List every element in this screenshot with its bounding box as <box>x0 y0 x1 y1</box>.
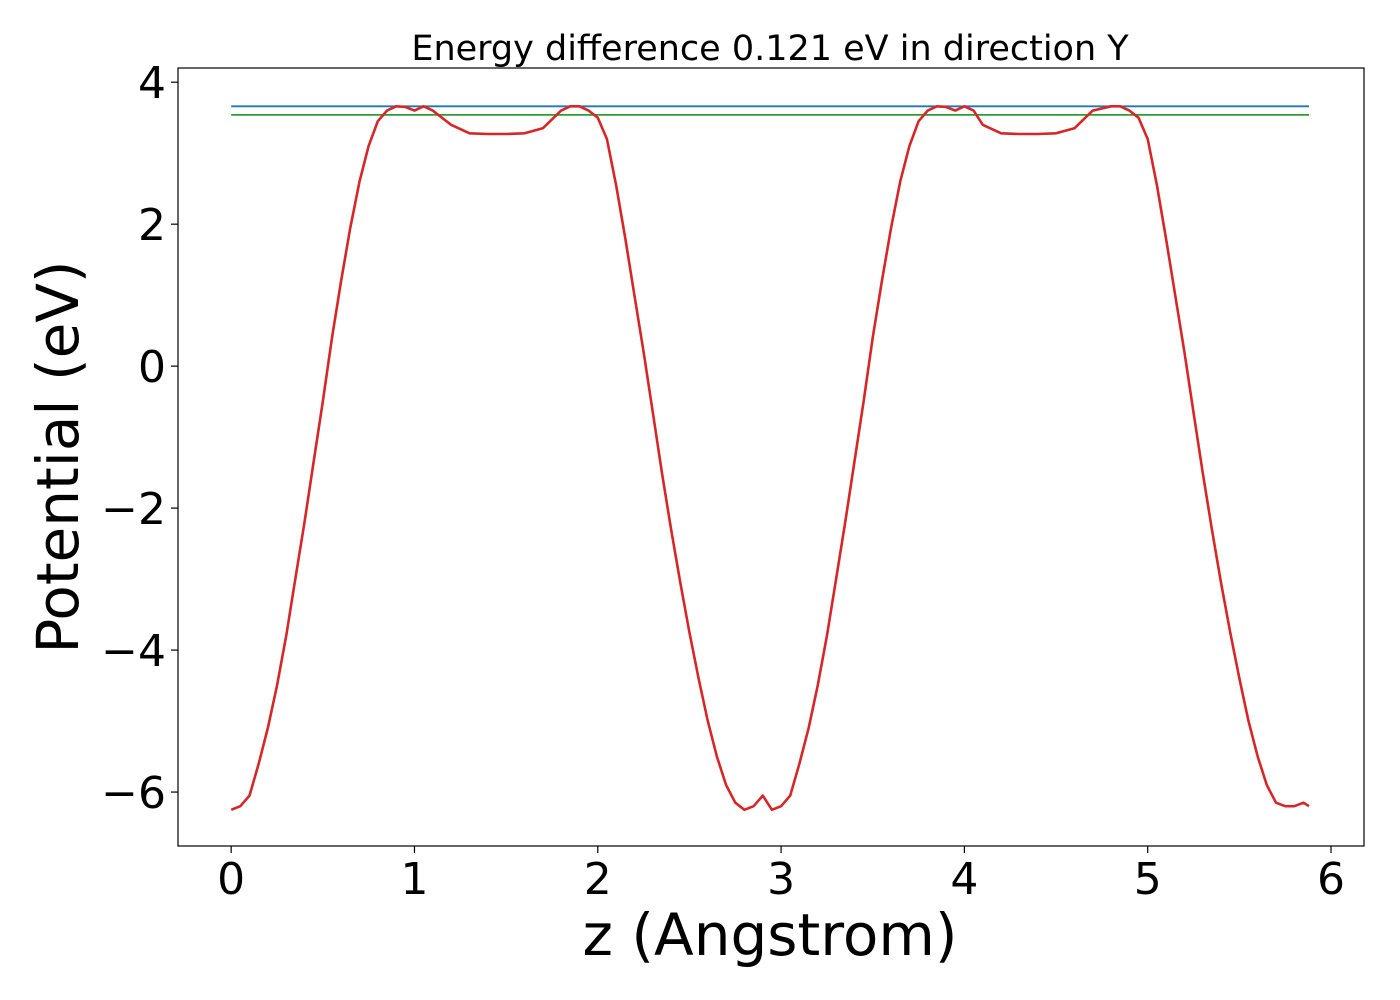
x-tick-label: 3 <box>767 854 795 905</box>
x-tick-label: 1 <box>400 854 428 905</box>
y-tick-label: 2 <box>138 200 166 251</box>
y-axis-ticks: −6 −4 −2 0 2 4 <box>101 58 178 819</box>
x-axis-ticks: 0 1 2 3 4 5 6 <box>217 846 1345 905</box>
series-line-2 <box>230 105 1310 812</box>
plot-frame <box>177 67 1365 847</box>
x-tick-label: 5 <box>1134 854 1162 905</box>
x-axis-title: z (Angstrom) <box>583 901 958 969</box>
y-tick-label: −2 <box>101 484 166 535</box>
x-tick-label: 6 <box>1317 854 1345 905</box>
y-tick-label: 4 <box>138 58 166 109</box>
y-tick-label: −6 <box>101 768 166 819</box>
y-axis-title: Potential (eV) <box>24 260 92 653</box>
y-tick-label: 0 <box>138 342 166 393</box>
y-tick-label: −4 <box>101 626 166 677</box>
x-tick-label: 0 <box>217 854 245 905</box>
chart-title: Energy difference 0.121 eV in direction … <box>411 29 1129 69</box>
x-tick-label: 2 <box>584 854 612 905</box>
series-layer <box>230 105 1310 812</box>
x-tick-label: 4 <box>950 854 978 905</box>
